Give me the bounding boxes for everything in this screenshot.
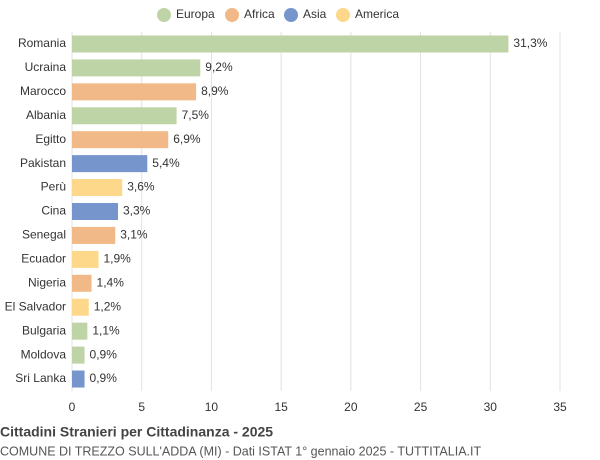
y-tick-label: Ucraina xyxy=(25,60,67,74)
value-label: 3,6% xyxy=(127,180,155,194)
y-tick-label: El Salvador xyxy=(5,299,66,313)
value-label: 1,9% xyxy=(103,252,131,266)
y-tick-label: Ecuador xyxy=(21,252,66,266)
bar xyxy=(72,226,116,244)
legend-swatch xyxy=(284,8,298,22)
legend-label: Europa xyxy=(176,7,215,21)
x-tick-label: 35 xyxy=(553,400,567,414)
x-tick-label: 30 xyxy=(484,400,498,414)
value-label: 7,5% xyxy=(182,108,210,122)
value-label: 0,9% xyxy=(90,347,118,361)
y-tick-label: Sri Lanka xyxy=(15,371,66,385)
bar xyxy=(72,131,169,149)
value-label: 1,2% xyxy=(94,299,122,313)
y-tick-label: Cina xyxy=(41,204,66,218)
x-tick-label: 0 xyxy=(69,400,76,414)
value-label: 3,3% xyxy=(123,204,151,218)
bar xyxy=(72,83,197,101)
x-tick-label: 15 xyxy=(274,400,288,414)
value-label: 5,4% xyxy=(152,156,180,170)
chart-title: Cittadini Stranieri per Cittadinanza - 2… xyxy=(0,424,273,440)
bar xyxy=(72,370,85,388)
bar xyxy=(72,250,99,268)
legend-label: America xyxy=(355,7,399,21)
y-tick-label: Bulgaria xyxy=(22,323,66,337)
x-tick-label: 25 xyxy=(414,400,428,414)
value-label: 9,2% xyxy=(205,60,233,74)
value-label: 1,4% xyxy=(97,275,125,289)
bar xyxy=(72,107,177,125)
bar xyxy=(72,179,123,197)
bar xyxy=(72,203,119,220)
y-tick-label: Moldova xyxy=(21,347,67,361)
bar xyxy=(72,274,92,292)
y-tick-label: Romania xyxy=(18,36,66,50)
legend-swatch xyxy=(225,8,239,22)
y-tick-label: Egitto xyxy=(35,132,66,146)
value-label: 1,1% xyxy=(92,323,120,337)
value-label: 3,1% xyxy=(120,228,148,242)
value-label: 8,9% xyxy=(201,84,229,98)
bar xyxy=(72,35,509,53)
value-label: 0,9% xyxy=(90,371,118,385)
x-tick-label: 20 xyxy=(344,400,358,414)
y-tick-label: Pakistan xyxy=(20,156,66,170)
chart-subtitle: COMUNE DI TREZZO SULL'ADDA (MI) - Dati I… xyxy=(0,444,481,458)
legend-label: Africa xyxy=(244,7,275,21)
bar xyxy=(72,155,148,173)
y-tick-label: Perù xyxy=(41,180,66,194)
x-tick-label: 5 xyxy=(138,400,145,414)
legend-label: Asia xyxy=(303,7,327,21)
bar xyxy=(72,298,89,316)
legend-swatch xyxy=(157,8,171,22)
bar xyxy=(72,59,201,77)
y-tick-label: Marocco xyxy=(20,84,66,98)
bar xyxy=(72,346,85,364)
y-tick-label: Albania xyxy=(26,108,66,122)
bar xyxy=(72,322,88,340)
y-tick-label: Senegal xyxy=(22,228,66,242)
legend-swatch xyxy=(336,8,350,22)
value-label: 6,9% xyxy=(173,132,201,146)
x-tick-label: 10 xyxy=(205,400,219,414)
value-label: 31,3% xyxy=(513,36,547,50)
y-tick-label: Nigeria xyxy=(28,275,66,289)
